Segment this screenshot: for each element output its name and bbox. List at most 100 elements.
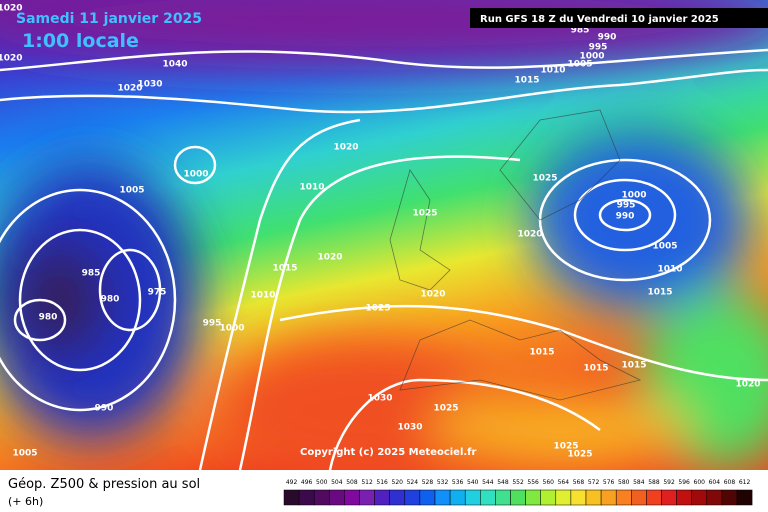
isobar-label: 1015 <box>529 348 554 358</box>
isobar-label: 1020 <box>735 380 760 390</box>
isobar-label: 1010 <box>250 291 275 301</box>
copyright: Copyright (c) 2025 Meteociel.fr <box>300 447 477 458</box>
colorbar-label: 532 <box>437 479 449 486</box>
colorbar-swatch <box>615 489 632 506</box>
isobar-label: 1030 <box>367 394 392 404</box>
colorbar-swatch <box>706 489 723 506</box>
colorbar-swatch <box>691 489 708 506</box>
isobar-label: 1020 <box>0 54 23 64</box>
isobar-label: 1020 <box>517 230 542 240</box>
colorbar-swatch <box>525 489 541 506</box>
colorbar-label: 564 <box>558 479 570 486</box>
isobar-label: 1010 <box>299 183 324 193</box>
colorbar-label: 568 <box>573 479 585 486</box>
isobar-label: 1000 <box>621 191 646 201</box>
colorbar-swatch <box>464 489 481 506</box>
colorbar-label: 580 <box>618 479 630 486</box>
colorbar-swatch <box>329 489 345 506</box>
colorbar-label: 504 <box>331 479 343 486</box>
colorbar-label: 592 <box>663 479 675 486</box>
isobar-label: 1005 <box>119 186 144 196</box>
colorbar-swatch <box>374 489 390 506</box>
isobar-label: 1015 <box>621 361 646 371</box>
isobar-label: 980 <box>39 313 58 323</box>
colorbar-label: 520 <box>392 479 404 486</box>
isobar-label: 995 <box>617 201 636 211</box>
isobar-label: 985 <box>82 269 101 279</box>
colorbar-swatch <box>736 489 753 506</box>
colorbar-label: 572 <box>588 479 600 486</box>
date: Samedi 11 janvier 2025 <box>16 11 202 27</box>
isobar-label: 975 <box>148 288 167 298</box>
colorbar-swatch <box>676 489 692 506</box>
run-box <box>470 8 768 28</box>
isobar-label: 1005 <box>12 449 37 459</box>
isobar-label: 1025 <box>567 450 592 460</box>
isobar-label: 1015 <box>647 288 672 298</box>
legend-lead: (+ 6h) <box>8 495 43 508</box>
colorbar-swatch <box>434 489 451 506</box>
isobar-label: 1015 <box>514 76 539 86</box>
isobar-label: 990 <box>95 404 114 414</box>
colorbar-label: 612 <box>739 479 751 486</box>
colorbar-swatch <box>389 489 406 506</box>
isobar-label: 1020 <box>420 290 445 300</box>
colorbar: 492 496 500 504 508 512 516 520 524 528 532 536 540 5… <box>283 479 753 506</box>
colorbar-swatch <box>646 489 662 506</box>
colorbar-label: 540 <box>467 479 479 486</box>
colorbar-label: 492 <box>286 479 298 486</box>
colorbar-swatch <box>631 489 647 506</box>
isobar-label: 1020 <box>333 143 358 153</box>
colorbar-label: 576 <box>603 479 615 486</box>
isobar-label: 1020 <box>0 4 23 14</box>
colorbar-label: 536 <box>452 479 464 486</box>
isobar-label: 1015 <box>272 264 297 274</box>
isobar-label: 995 <box>203 319 222 329</box>
isobar-label: 995 <box>589 43 608 53</box>
colorbar-label: 596 <box>678 479 690 486</box>
colorbar-swatch <box>404 489 421 506</box>
isobar-label: 1020 <box>317 253 342 263</box>
isobar-labels: 1020102010401030102010151010100510009959… <box>0 4 761 460</box>
isobar-label: 1000 <box>579 52 604 62</box>
run: Run GFS 18 Z du Vendredi 10 janvier 2025 <box>480 14 719 25</box>
isobar-label: 1020 <box>117 84 142 94</box>
isobar-label: 1015 <box>583 364 608 374</box>
isobar-label: 1025 <box>532 174 557 184</box>
colorbar-swatch <box>661 489 677 506</box>
colorbar-label: 548 <box>497 479 509 486</box>
isobar-label: 1000 <box>183 170 208 180</box>
colorbar-swatch <box>570 489 587 506</box>
colorbar-swatch <box>600 489 617 506</box>
colorbar-swatch <box>540 489 557 506</box>
colorbar-swatch <box>480 489 496 506</box>
isobar-label: 1025 <box>412 209 437 219</box>
time: 1:00 locale <box>22 30 139 52</box>
colorbar-swatch <box>721 489 738 506</box>
isobar-label: 1030 <box>137 80 162 90</box>
colorbar-swatch <box>419 489 436 506</box>
colorbar-swatch <box>313 489 330 506</box>
colorbar-label: 496 <box>301 479 313 486</box>
colorbar-swatch <box>449 489 466 506</box>
isobar-label: 1030 <box>397 423 422 433</box>
isobar-label: 1025 <box>553 442 578 452</box>
colorbar-label: 560 <box>543 479 555 486</box>
colorbar-label: 556 <box>527 479 539 486</box>
colorbar-swatch <box>555 489 572 506</box>
colorbar-label: 528 <box>422 479 434 486</box>
isobar-label: 1005 <box>567 60 592 70</box>
isobar-label: 990 <box>598 33 617 43</box>
colorbar-swatch <box>585 489 602 506</box>
isobar-label: 1010 <box>540 66 565 76</box>
colorbar-label: 508 <box>346 479 358 486</box>
colorbar-label: 500 <box>316 479 328 486</box>
colorbar-label: 552 <box>512 479 524 486</box>
colorbar-label: 588 <box>648 479 660 486</box>
colorbar-swatch <box>359 489 375 506</box>
isobar-label: 1025 <box>365 304 390 314</box>
isobar-label: 1005 <box>652 242 677 252</box>
isobar-label: 1010 <box>657 265 682 275</box>
isobar-label: 1040 <box>162 60 187 70</box>
